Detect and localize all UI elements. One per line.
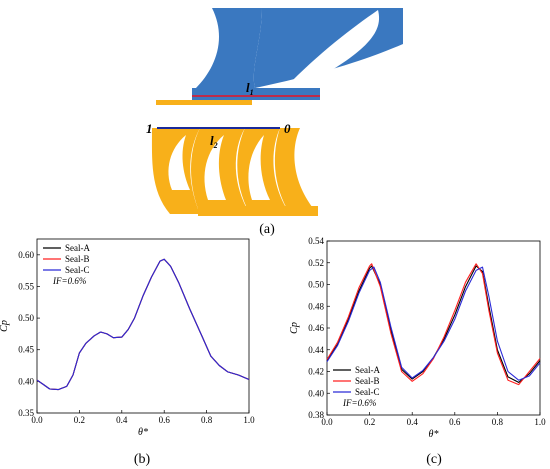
x-tick-label: 0.0 [31,415,43,425]
series-line-seal-c [36,258,250,391]
x-tick-label: 0.2 [364,417,375,427]
rotor-blade-4 [274,128,318,214]
stator-body [196,8,262,88]
legend-label: Seal-C [65,265,90,275]
label-l1: l1 [246,80,254,97]
y-tick-label: 0.55 [18,281,34,291]
stator-geometry [192,8,403,100]
label-l2: l2 [210,133,218,150]
rotor-shroud [156,100,252,105]
series-line-seal-c [326,266,541,381]
rotor-blade-2 [191,128,250,214]
y-tick-label: 0.48 [308,301,324,311]
y-tick-label: 0.42 [308,367,324,377]
rotor-geometry [151,100,318,216]
y-tick-label: 0.40 [18,376,34,386]
rotor-gap-3 [248,135,270,200]
series-line-seal-b [326,263,541,386]
legend-label: Seal-B [355,376,380,386]
y-tick-label: 0.50 [18,313,34,323]
label-end-right: 0 [284,121,291,136]
x-tick-label: 0.8 [201,415,213,425]
stator-platform [192,88,320,100]
x-tick-label: 0.2 [74,415,85,425]
y-tick-label: 0.44 [308,345,324,355]
x-tick-label: 0.0 [321,417,333,427]
rotor-gap-1 [168,135,190,190]
x-tick-label: 0.8 [492,417,504,427]
legend-label: Seal-A [65,243,90,253]
legend-label: Seal-A [355,365,380,375]
y-tick-label: 0.54 [308,236,324,246]
x-tick-label: 0.6 [449,417,461,427]
x-tick-label: 1.0 [243,415,255,425]
y-tick-label: 0.35 [18,408,34,418]
x-axis-label: θ* [429,429,439,440]
panel-label-c: (c) [426,452,442,467]
plot-frame [36,238,250,414]
rotor-gap-2 [204,135,226,200]
x-tick-label: 0.6 [159,415,171,425]
y-tick-label: 0.46 [308,323,324,333]
y-axis-label: Cp [0,320,10,332]
panel-label-a: (a) [259,222,275,237]
chart-c: 0.0 0.2 0.4 0.6 0.8 1.0 0.38 0.40 0.42 0.44 0.46 0.… [289,236,546,440]
stator-cavity [285,10,380,88]
y-tick-label: 0.45 [18,345,34,355]
y-axis-label: Cp [289,322,300,334]
x-tick-label: 1.0 [534,417,546,427]
annotation-if: IF=0.6% [342,398,376,408]
x-tick-label: 0.4 [116,415,128,425]
y-tick-label: 0.38 [308,410,324,420]
legend-label: Seal-C [355,387,380,397]
label-end-left: 1 [146,121,153,136]
x-axis-label: θ* [138,427,148,438]
rotor-hub [198,206,318,216]
legend-label: Seal-B [65,254,90,264]
y-tick-label: 0.50 [308,280,324,290]
y-tick-label: 0.60 [18,250,34,260]
annotation-if: IF=0.6% [52,276,86,286]
x-tick-label: 0.4 [407,417,419,427]
panel-label-b: (b) [134,452,151,467]
chart-b: 0.0 0.2 0.4 0.6 0.8 1.0 0.35 0.40 0.45 0.50 0.55 0.… [0,238,255,438]
y-tick-label: 0.40 [308,388,324,398]
seal-schematic: l1 l2 1 0 [146,8,403,216]
y-tick-label: 0.52 [308,258,324,268]
